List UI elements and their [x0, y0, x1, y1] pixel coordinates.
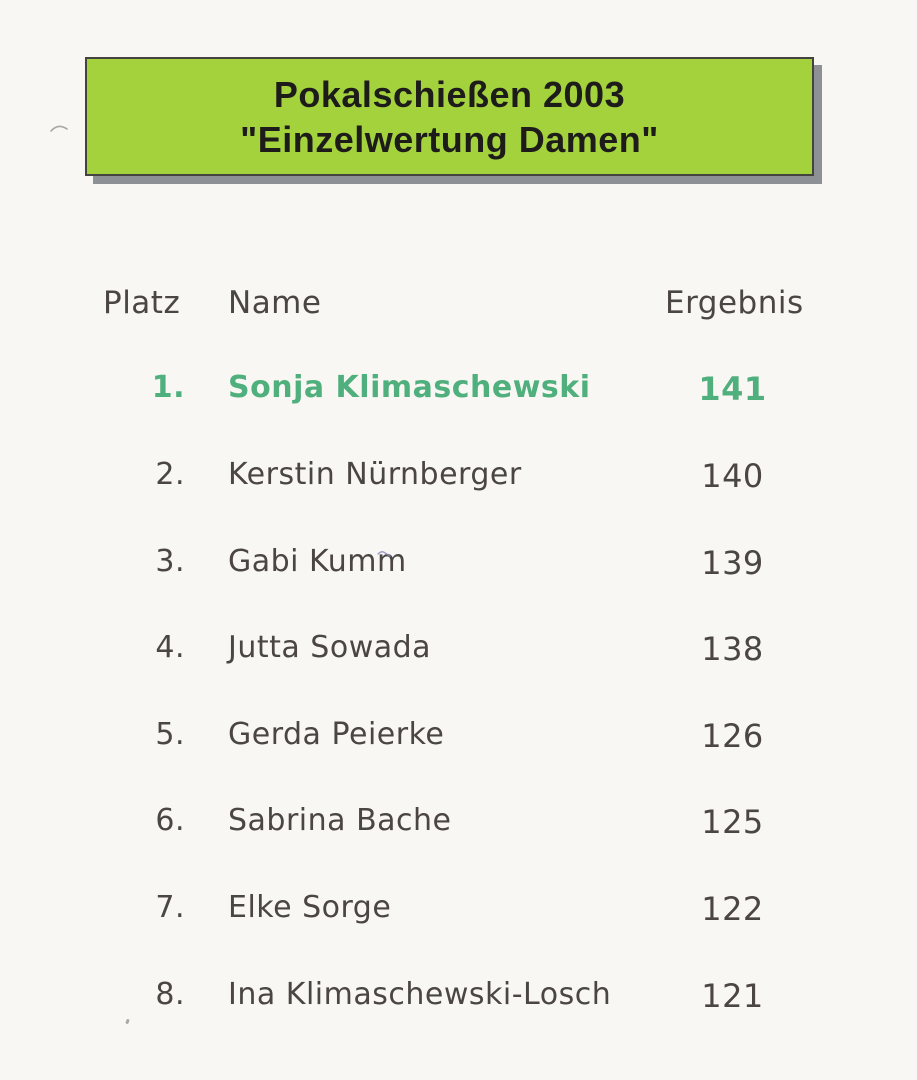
rank-cell: 8. — [155, 977, 185, 1012]
result-cell: 122 — [701, 890, 764, 928]
table-row: 3. Gabi Kumm 139 — [0, 544, 917, 586]
title-line-2: "Einzelwertung Damen" — [240, 118, 659, 160]
result-cell: 139 — [701, 544, 764, 582]
name-cell: Gabi Kumm — [228, 544, 407, 579]
table-row: 4. Jutta Sowada 138 — [0, 630, 917, 672]
rank-cell: 4. — [155, 630, 185, 665]
result-cell: 138 — [701, 630, 764, 668]
column-header-name: Name — [228, 285, 322, 321]
scan-curve-mark-icon — [50, 125, 68, 132]
result-cell: 125 — [701, 803, 764, 841]
rank-cell: 1. — [151, 370, 185, 405]
name-cell: Gerda Peierke — [228, 717, 445, 752]
result-cell: 140 — [701, 457, 764, 495]
table-row: 2. Kerstin Nürnberger 140 — [0, 457, 917, 499]
name-cell: Kerstin Nürnberger — [228, 457, 522, 492]
table-header-row: Platz Name Ergebnis — [0, 285, 917, 327]
rank-cell: 2. — [155, 457, 185, 492]
table-row: 7. Elke Sorge 122 — [0, 890, 917, 932]
table-row: 6. Sabrina Bache 125 — [0, 803, 917, 845]
scan-speck — [125, 1018, 130, 1025]
table-row: 5. Gerda Peierke 126 — [0, 717, 917, 759]
rank-cell: 3. — [155, 544, 185, 579]
name-cell: Ina Klimaschewski-Losch — [228, 977, 612, 1012]
title-line-1: Pokalschießen 2003 — [273, 73, 626, 115]
name-cell: Sonja Klimaschewski — [228, 370, 591, 405]
pen-stroke-icon — [377, 551, 391, 557]
name-cell: Sabrina Bache — [228, 803, 452, 838]
name-cell: Jutta Sowada — [228, 630, 432, 665]
table-row: 8. Ina Klimaschewski-Losch 121 — [0, 977, 917, 1019]
column-header-platz: Platz — [103, 285, 181, 321]
result-cell: 121 — [701, 977, 764, 1015]
table-row: 1. Sonja Klimaschewski 141 — [0, 370, 917, 412]
rank-cell: 6. — [155, 803, 185, 838]
column-header-ergebnis: Ergebnis — [665, 285, 804, 321]
result-cell: 126 — [701, 717, 764, 755]
name-cell: Elke Sorge — [228, 890, 392, 925]
title-banner: Pokalschießen 2003 "Einzelwertung Damen" — [85, 57, 814, 176]
result-cell: 141 — [698, 370, 767, 408]
rank-cell: 5. — [155, 717, 185, 752]
rank-cell: 7. — [155, 890, 185, 925]
